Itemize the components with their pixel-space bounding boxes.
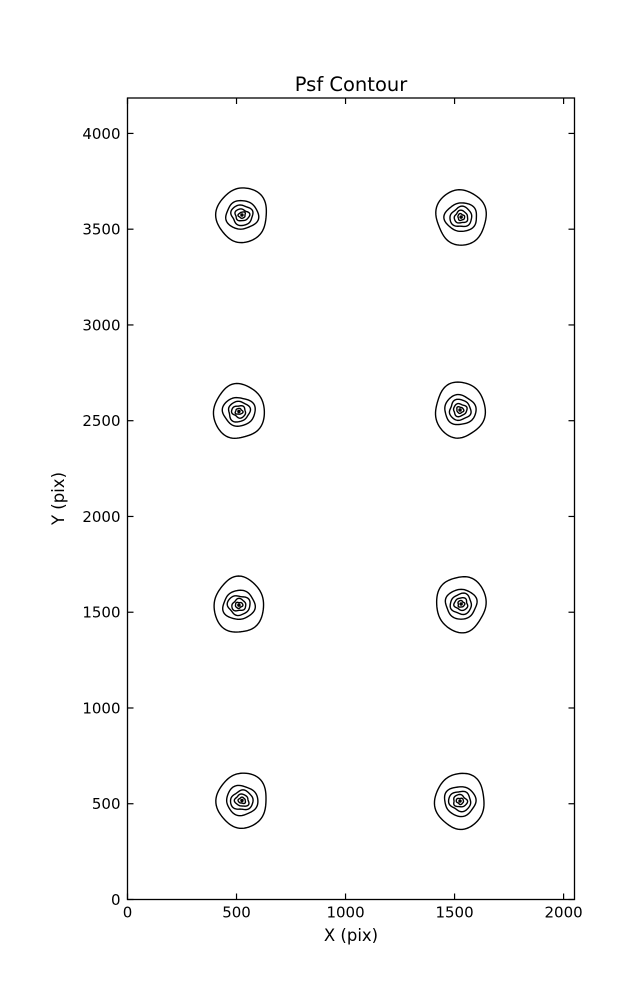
x-tick-label: 0 (123, 904, 133, 922)
contour-line (435, 576, 487, 634)
contour-line (452, 402, 468, 418)
y-tick-label: 1000 (82, 699, 120, 717)
contour-line (433, 772, 485, 831)
y-axis-label: Y (pix) (49, 472, 68, 526)
axis-tick-labels: 0 500 1000 1500 2000 0 500 1000 1500 2000 2500 3000… (82, 125, 582, 922)
x-axis-label: X (pix) (324, 926, 378, 945)
contour-line (234, 601, 244, 610)
contour-line (449, 205, 473, 228)
psf-contour-blob (213, 575, 265, 633)
contour-line (237, 211, 247, 219)
y-tick-label: 3500 (82, 221, 120, 239)
y-tick-label: 1500 (82, 604, 120, 622)
contour-line (214, 187, 268, 244)
contour-peak-dot (458, 799, 462, 803)
contour-line (449, 592, 473, 616)
contour-line (237, 796, 247, 805)
contour-line (233, 793, 250, 807)
psf-contour-blob (215, 772, 267, 830)
contour-line (457, 599, 466, 608)
psf-contour-blob (434, 381, 487, 439)
contour-line (226, 595, 251, 617)
axis-ticks (126, 98, 575, 901)
plot-title: Psf Contour (295, 73, 408, 96)
contour-peak-dot (459, 215, 463, 219)
contour-line (229, 789, 254, 811)
y-tick-label: 0 (111, 891, 121, 909)
contour-line (212, 382, 266, 439)
contour-line (447, 790, 472, 813)
contour-line (230, 204, 254, 227)
psf-contour-blob (212, 382, 266, 439)
y-tick-label: 4000 (82, 125, 120, 143)
contour-peak-dot (459, 602, 463, 606)
contour-peak-dot (237, 603, 241, 607)
contour-peak-dot (237, 409, 241, 414)
plot-frame (126, 97, 576, 901)
contour-line (231, 597, 247, 612)
contour-line (230, 405, 247, 419)
psf-contour-blob (435, 576, 487, 634)
contour-line (225, 199, 260, 230)
contour-line (221, 396, 256, 427)
contour-line (453, 793, 469, 808)
y-tick-label: 500 (92, 795, 121, 813)
contour-line (448, 398, 472, 422)
contour-line (443, 202, 478, 233)
contour-line (234, 208, 251, 222)
psf-contour-blob (433, 772, 485, 831)
y-tick-label: 2000 (82, 508, 120, 526)
contour-peak-dot (240, 798, 244, 803)
contour-line (444, 393, 477, 426)
contour-line (443, 786, 477, 818)
contour-line (453, 209, 469, 224)
contour-line (234, 407, 244, 415)
contour-line (456, 406, 465, 415)
contour-line (222, 589, 257, 621)
x-tick-label: 1500 (435, 904, 473, 922)
contour-line (435, 189, 487, 246)
psf-contour-blob (435, 189, 487, 246)
contour-line (434, 381, 487, 439)
contour-line (213, 575, 265, 633)
x-tick-label: 500 (222, 904, 251, 922)
contour-line (453, 597, 469, 612)
contour-peak-dot (458, 408, 462, 412)
contour-line (455, 797, 465, 806)
contour-line (215, 772, 267, 830)
y-tick-label: 3000 (82, 316, 120, 334)
contour-line (225, 784, 259, 817)
contour-line (444, 588, 478, 620)
y-tick-label: 2500 (82, 412, 120, 430)
x-tick-label: 2000 (545, 904, 583, 922)
x-tick-label: 1000 (326, 904, 364, 922)
contour-peak-dot (240, 213, 244, 217)
contour-line (227, 400, 252, 423)
contour-line (457, 212, 466, 222)
psf-contour-blob (214, 187, 268, 244)
plot-content: 0 500 1000 1500 2000 0 500 1000 1500 2000 2500 3000… (82, 97, 583, 922)
